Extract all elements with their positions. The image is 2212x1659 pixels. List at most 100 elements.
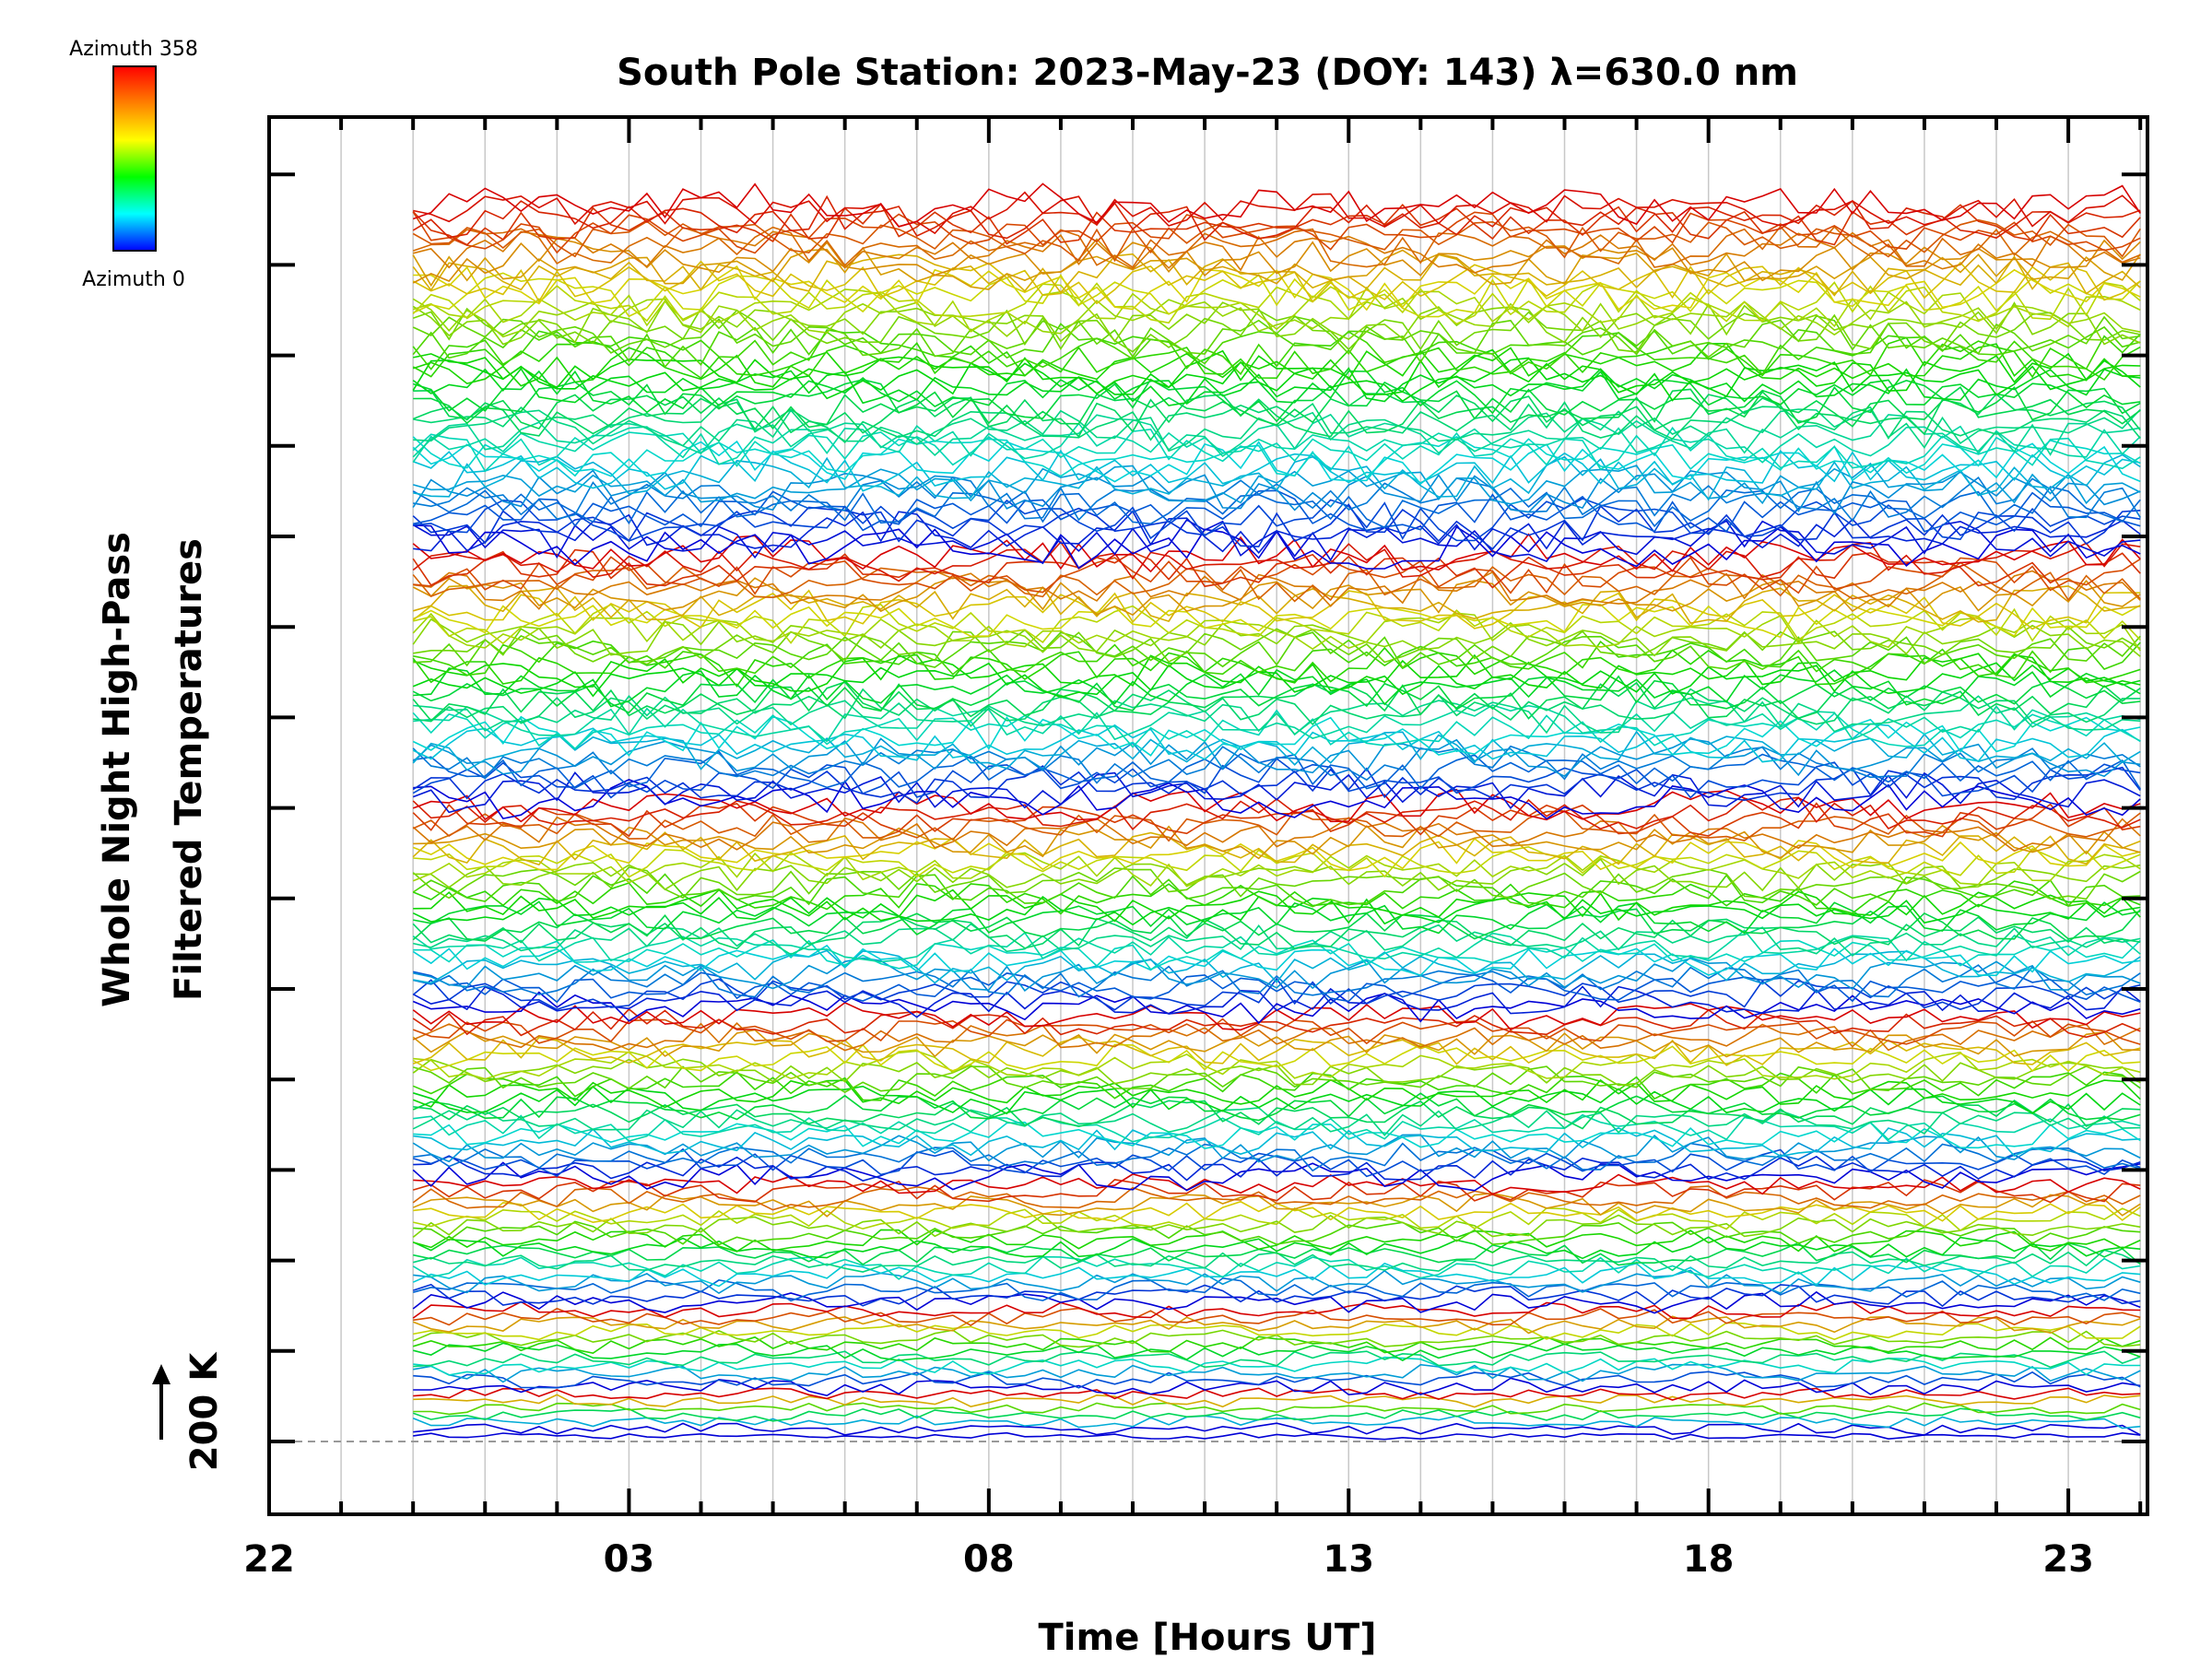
series-line (412, 1262, 2141, 1288)
series-line (412, 449, 2141, 492)
series-line (412, 1007, 2141, 1039)
series-line (412, 765, 2141, 805)
colorbar-gradient (112, 65, 157, 252)
series-line (413, 779, 2141, 820)
series-line (413, 1363, 2141, 1383)
series-line (412, 1018, 2141, 1045)
series-line (412, 342, 2141, 388)
scale-arrow-head (152, 1364, 171, 1384)
series-line (412, 604, 2141, 639)
series-line (412, 1407, 2141, 1422)
x-tick-label: 22 (243, 1538, 295, 1581)
series-group (412, 182, 2141, 1441)
plot-frame (267, 115, 2149, 1516)
series-line (413, 348, 2141, 395)
series-line (412, 462, 2141, 505)
series-line (412, 211, 2141, 254)
series-line (413, 1371, 2141, 1389)
series-line (412, 985, 2141, 1018)
series-line (412, 393, 2141, 438)
series-line (412, 218, 2141, 263)
series-line (412, 1214, 2141, 1239)
series-line (412, 880, 2141, 915)
series-line (412, 1058, 2141, 1087)
series-line (412, 1071, 2141, 1101)
series-line (413, 750, 2141, 790)
series-line (412, 584, 2141, 624)
series-line (413, 453, 2141, 501)
colorbar: Azimuth 358 Azimuth 0 (69, 38, 198, 291)
series-line (412, 730, 2141, 771)
series-line (412, 1290, 2141, 1314)
series-line (413, 1422, 2141, 1436)
series-line (412, 329, 2141, 376)
series-line (413, 964, 2141, 998)
series-line (413, 1350, 2141, 1369)
series-line (413, 1155, 2141, 1182)
series-line (413, 640, 2141, 679)
series-line (412, 1022, 2141, 1052)
series-line (412, 486, 2141, 529)
series-line (412, 422, 2141, 465)
series-line (412, 238, 2141, 284)
series-line (412, 253, 2141, 297)
series-line (413, 949, 2141, 984)
series-line (413, 858, 2141, 892)
series-line (412, 1043, 2141, 1073)
y-ticks (269, 172, 2147, 1443)
series-line (412, 260, 2141, 305)
x-tick-label: 03 (604, 1538, 655, 1581)
series-line (412, 771, 2141, 814)
series-line (412, 1036, 2141, 1066)
series-line (412, 715, 2141, 757)
series-line (412, 944, 2141, 977)
series-line (413, 824, 2141, 860)
series-line (412, 1415, 2141, 1430)
series-line (412, 1192, 2141, 1218)
series-line (412, 810, 2141, 842)
series-line (413, 1431, 2141, 1441)
series-line (412, 1107, 2141, 1136)
y-axis-label-line2: Filtered Temperatures (168, 538, 210, 1001)
series-line (412, 1029, 2141, 1058)
series-line (413, 939, 2141, 971)
series-line (412, 1147, 2141, 1178)
series-line (412, 440, 2141, 486)
scale-label: 200 K (183, 1351, 226, 1471)
series-line (412, 548, 2141, 589)
scale-indicator: 200 K (152, 1351, 226, 1471)
series-line (412, 357, 2141, 403)
series-line (413, 1269, 2141, 1295)
series-line (413, 1402, 2141, 1416)
series-line (413, 626, 2141, 665)
series-line (412, 977, 2141, 1011)
series-line (412, 1229, 2141, 1253)
series-line (413, 398, 2141, 444)
series-line (412, 336, 2141, 382)
series-line (412, 435, 2141, 479)
series-line (412, 589, 2141, 630)
series-line (413, 408, 2141, 453)
series-line (412, 866, 2141, 900)
x-tick-label: 23 (2042, 1538, 2094, 1581)
series-line (412, 1185, 2141, 1211)
series-line (412, 297, 2141, 338)
series-line (412, 1179, 2141, 1204)
series-line (412, 367, 2141, 406)
series-line (413, 603, 2141, 645)
chart-title: South Pole Station: 2023-May-23 (DOY: 14… (617, 52, 1798, 94)
series-line (412, 1335, 2141, 1355)
series-line (413, 1127, 2141, 1158)
series-line (413, 386, 2141, 430)
series-line (413, 1220, 2141, 1246)
series-line (412, 272, 2141, 318)
series-line (412, 831, 2141, 866)
colorbar-top-label: Azimuth 358 (69, 38, 198, 61)
x-axis-label: Time [Hours UT] (1039, 1617, 1377, 1659)
y-axis-label-line1: Whole Night High-Pass (96, 532, 138, 1007)
series-line (413, 1307, 2141, 1327)
series-line (412, 1315, 2141, 1335)
series-line (412, 816, 2141, 853)
series-line (412, 661, 2141, 699)
